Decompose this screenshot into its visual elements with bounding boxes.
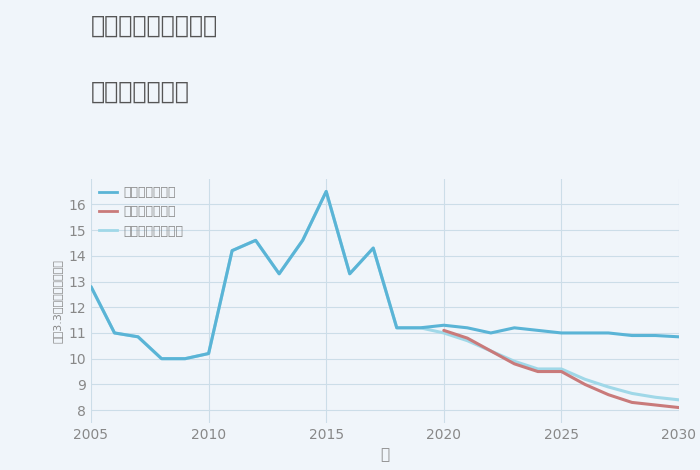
Line: グッドシナリオ: グッドシナリオ (91, 191, 679, 359)
ノーマルシナリオ (463, 338, 472, 344)
バッドシナリオ (533, 369, 542, 375)
ノーマルシナリオ (181, 356, 189, 361)
ノーマルシナリオ (581, 376, 589, 382)
グッドシナリオ (533, 328, 542, 333)
バッドシナリオ (604, 392, 612, 398)
ノーマルシナリオ (510, 359, 519, 364)
ノーマルシナリオ (204, 351, 213, 356)
グッドシナリオ (346, 271, 354, 277)
グッドシナリオ (228, 248, 237, 253)
ノーマルシナリオ (628, 391, 636, 396)
グッドシナリオ (298, 237, 307, 243)
ノーマルシナリオ (369, 245, 377, 251)
ノーマルシナリオ (298, 237, 307, 243)
グッドシナリオ (416, 325, 424, 330)
グッドシナリオ (581, 330, 589, 336)
グッドシナリオ (393, 325, 401, 330)
ノーマルシナリオ (416, 325, 424, 330)
ノーマルシナリオ (251, 237, 260, 243)
ノーマルシナリオ (440, 330, 448, 336)
グッドシナリオ (181, 356, 189, 361)
ノーマルシナリオ (134, 334, 142, 340)
ノーマルシナリオ (557, 366, 566, 372)
グッドシナリオ (675, 334, 683, 340)
バッドシナリオ (510, 361, 519, 367)
ノーマルシナリオ (651, 394, 659, 400)
ノーマルシナリオ (158, 356, 166, 361)
ノーマルシナリオ (87, 284, 95, 290)
ノーマルシナリオ (111, 330, 119, 336)
バッドシナリオ (651, 402, 659, 408)
Line: バッドシナリオ: バッドシナリオ (444, 330, 679, 407)
グッドシナリオ (251, 237, 260, 243)
バッドシナリオ (628, 400, 636, 405)
ノーマルシナリオ (346, 271, 354, 277)
バッドシナリオ (581, 382, 589, 387)
バッドシナリオ (463, 335, 472, 341)
ノーマルシナリオ (486, 348, 495, 354)
Text: 福岡県筑後市前津の: 福岡県筑後市前津の (91, 14, 218, 38)
ノーマルシナリオ (604, 384, 612, 390)
グッドシナリオ (87, 284, 95, 290)
グッドシナリオ (557, 330, 566, 336)
Line: ノーマルシナリオ: ノーマルシナリオ (91, 191, 679, 400)
グッドシナリオ (275, 271, 284, 277)
Legend: グッドシナリオ, バッドシナリオ, ノーマルシナリオ: グッドシナリオ, バッドシナリオ, ノーマルシナリオ (94, 181, 188, 243)
グッドシナリオ (204, 351, 213, 356)
グッドシナリオ (604, 330, 612, 336)
Text: 土地の価格推移: 土地の価格推移 (91, 80, 190, 104)
グッドシナリオ (628, 333, 636, 338)
グッドシナリオ (322, 188, 330, 194)
ノーマルシナリオ (675, 397, 683, 403)
グッドシナリオ (369, 245, 377, 251)
ノーマルシナリオ (322, 188, 330, 194)
Y-axis label: 平（3.3㎡）単価（万円）: 平（3.3㎡）単価（万円） (52, 259, 63, 343)
バッドシナリオ (557, 369, 566, 375)
ノーマルシナリオ (533, 366, 542, 372)
グッドシナリオ (486, 330, 495, 336)
ノーマルシナリオ (275, 271, 284, 277)
バッドシナリオ (675, 405, 683, 410)
グッドシナリオ (158, 356, 166, 361)
ノーマルシナリオ (393, 325, 401, 330)
バッドシナリオ (440, 328, 448, 333)
バッドシナリオ (486, 348, 495, 354)
グッドシナリオ (651, 333, 659, 338)
グッドシナリオ (134, 334, 142, 340)
グッドシナリオ (510, 325, 519, 330)
ノーマルシナリオ (228, 248, 237, 253)
X-axis label: 年: 年 (380, 447, 390, 462)
グッドシナリオ (111, 330, 119, 336)
グッドシナリオ (463, 325, 472, 330)
グッドシナリオ (440, 322, 448, 328)
